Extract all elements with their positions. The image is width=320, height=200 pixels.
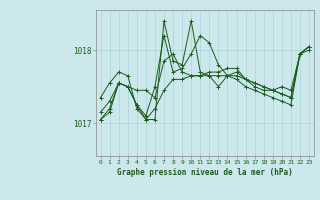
X-axis label: Graphe pression niveau de la mer (hPa): Graphe pression niveau de la mer (hPa)	[117, 168, 293, 177]
